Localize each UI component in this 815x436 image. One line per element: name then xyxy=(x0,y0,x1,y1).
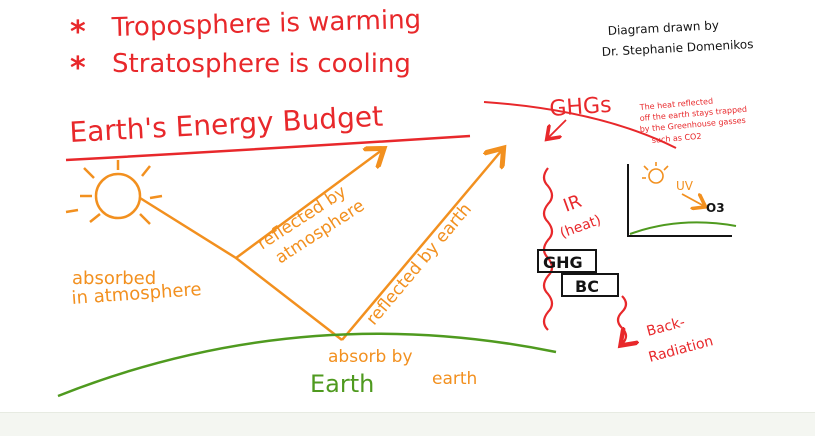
ghg-box: GHG xyxy=(537,249,597,273)
label-reflected-earth: reflected by earth xyxy=(363,200,476,330)
earth-surface-arc xyxy=(57,332,557,398)
label-uv: UV xyxy=(676,179,694,193)
ghg-atmosphere-line xyxy=(483,101,677,149)
back-radiation-wave xyxy=(616,295,626,344)
label-absorbed-1: absorbed xyxy=(72,268,156,289)
inset-green-curve xyxy=(629,221,737,235)
label-absorb-earth-1: absorb by xyxy=(328,347,413,367)
credit-line-2: Dr. Stephanie Domenikos xyxy=(601,37,753,59)
label-ir: IR xyxy=(561,191,585,217)
bullet-stratosphere: Stratosphere is cooling xyxy=(112,49,411,79)
title-underline xyxy=(65,134,471,162)
ghg-note-line-4: such as CO2 xyxy=(651,132,701,145)
bullet-marker-1: * xyxy=(70,15,86,50)
credit-line-1: Diagram drawn by xyxy=(607,18,719,38)
sun-icon xyxy=(65,160,163,225)
title-energy-budget: Earth's Energy Budget xyxy=(69,100,384,149)
bc-box-label: BC xyxy=(575,277,599,296)
bc-box: BC xyxy=(561,273,619,297)
label-ozone: O3 xyxy=(706,201,725,215)
inset-axes xyxy=(627,164,732,237)
ghg-pointer-arrow xyxy=(548,119,567,138)
reflected-by-earth-ray xyxy=(341,150,502,341)
label-back-radiation-1: Back- xyxy=(645,314,687,340)
label-earth: Earth xyxy=(310,370,374,398)
small-sun-icon xyxy=(642,162,669,184)
bottom-toolbar-strip xyxy=(0,412,815,436)
label-heat: (heat) xyxy=(558,212,603,242)
bullet-troposphere: Troposphere is warming xyxy=(110,5,421,43)
label-absorb-earth-2: earth xyxy=(432,369,477,389)
ghg-box-label: GHG xyxy=(543,253,583,272)
uv-arrow xyxy=(681,194,704,206)
label-back-radiation-2: Radiation xyxy=(647,333,715,366)
label-ghgs: GHGs xyxy=(549,93,613,122)
reflected-by-atmosphere-ray xyxy=(235,150,382,260)
bullet-marker-2: * xyxy=(70,51,86,86)
